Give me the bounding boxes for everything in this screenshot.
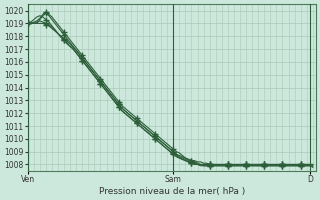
X-axis label: Pression niveau de la mer( hPa ): Pression niveau de la mer( hPa ) <box>99 187 245 196</box>
